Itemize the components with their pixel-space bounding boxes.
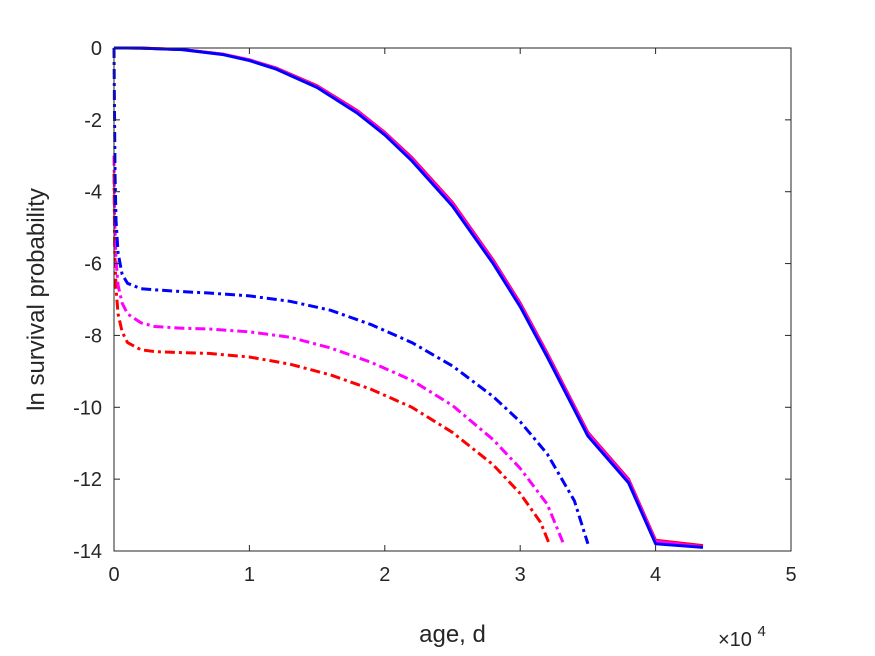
y-tick-label: -8 <box>84 325 102 347</box>
y-axis-label: ln survival probability <box>23 188 50 411</box>
dashdot-series-line-4 <box>112 173 552 547</box>
x-tick-labels: 0 1 2 3 4 5 <box>108 564 796 586</box>
x-tick-label: 2 <box>379 564 390 586</box>
y-tick-label: -14 <box>73 541 102 563</box>
dashdot-series-line-5 <box>112 155 565 545</box>
x-multiplier-base: ×10 <box>718 629 752 651</box>
y-tick-label: 0 <box>91 38 102 60</box>
plot-frame <box>113 47 792 552</box>
y-tick-label: -4 <box>84 182 102 204</box>
x-tick-label: 0 <box>108 564 119 586</box>
solid-series-line-2 <box>113 46 704 549</box>
solid-series-line-3 <box>113 46 704 549</box>
y-tick-label: -12 <box>73 469 102 491</box>
x-axis-label: age, d <box>419 621 486 648</box>
x-axis-multiplier: ×10 4 <box>718 623 766 651</box>
y-tick-label: -10 <box>73 397 102 419</box>
y-tick-labels: 0 -2 -4 -6 -8 -10 -12 -14 <box>73 38 102 563</box>
x-tick-label: 3 <box>515 564 526 586</box>
x-multiplier-exponent: 4 <box>758 623 766 640</box>
dashdot-series-line-6 <box>112 47 590 545</box>
x-tick-label: 5 <box>785 564 796 586</box>
x-tick-label: 4 <box>650 564 661 586</box>
y-tick-label: -6 <box>84 254 102 276</box>
x-tick-label: 1 <box>244 564 255 586</box>
solid-series-line-1 <box>113 46 704 548</box>
y-tick-label: -2 <box>84 110 102 132</box>
series-layer <box>112 46 704 549</box>
tick-marks <box>113 47 792 552</box>
